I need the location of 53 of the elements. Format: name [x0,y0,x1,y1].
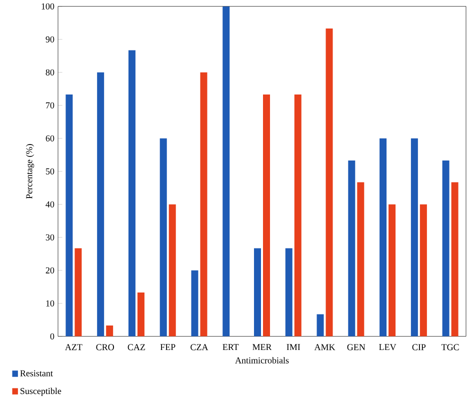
bar [128,50,136,336]
y-tick-label: 0 [50,333,54,340]
bar [388,204,396,336]
bar [357,182,364,336]
x-tick-label: CZA [190,344,208,350]
x-tick-label: MER [252,344,272,350]
bar [442,160,450,336]
bar [451,182,458,336]
x-axis-title: Antimicrobials [235,356,289,364]
x-tick-label: CIP [412,344,426,350]
bar [263,94,270,336]
y-tick-label: 80 [46,69,54,76]
bar [410,138,418,336]
bar [160,138,167,336]
y-tick-label: 100 [42,3,54,10]
y-tick-label: 30 [46,234,54,240]
x-tick-label: TGC [441,344,459,350]
bar [74,248,82,336]
x-tick-label: AZT [65,344,82,350]
x-tick-label: FEP [160,344,176,350]
x-tick-label: LEV [379,344,396,350]
y-tick-label: 60 [46,135,54,142]
bar [326,28,333,336]
y-tick-label: 70 [46,102,54,108]
bar [222,6,230,336]
y-tick-label: 20 [46,267,54,274]
bar [316,314,324,336]
bar [380,138,387,336]
bar [294,94,302,336]
bar [348,160,356,336]
legend-label: Susceptible [20,387,62,396]
bar [106,325,114,336]
y-tick-label: 50 [46,168,54,174]
x-tick-label: AMK [314,344,336,350]
y-tick-label: 90 [46,36,54,42]
bar [66,94,73,336]
x-tick-label: ERT [222,344,239,350]
x-tick-label: CRO [96,344,114,350]
bar [97,72,104,336]
bar [191,270,198,336]
bar [137,292,144,336]
bar [285,248,292,336]
x-tick-label: IMI [286,344,300,350]
y-axis-title: Percentage (%) [26,144,34,198]
bar [200,72,208,336]
bar [420,204,427,336]
bar [254,248,262,336]
bar [168,204,176,336]
y-tick-label: 40 [46,201,54,208]
legend-label: Resistant [20,370,53,376]
x-tick-label: CAZ [128,344,145,350]
x-tick-label: GEN [347,344,366,350]
y-tick-label: 10 [46,300,54,306]
